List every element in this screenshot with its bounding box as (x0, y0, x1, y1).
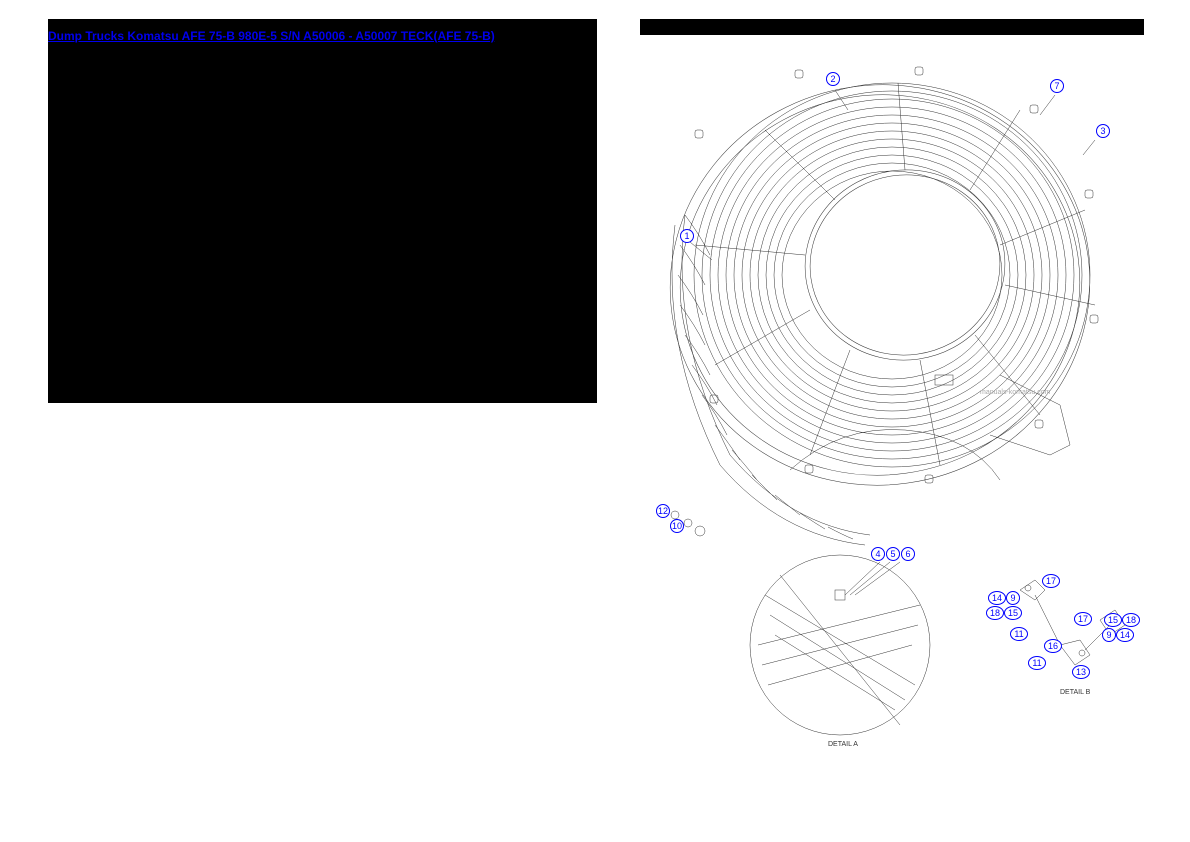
callout-2: 2 (826, 72, 840, 86)
callout-16: 16 (1044, 639, 1062, 653)
panel-header-bar (640, 19, 1144, 35)
diagram-panel: 1 2 7 3 12 10 4 5 6 14 9 18 15 17 11 17 … (640, 19, 1144, 797)
callout-17b: 17 (1074, 612, 1092, 626)
callout-15b: 15 (1104, 613, 1122, 627)
callout-15a: 15 (1004, 606, 1022, 620)
callout-10: 10 (670, 519, 684, 533)
callout-7: 7 (1050, 79, 1064, 93)
breadcrumb-link[interactable]: Dump Trucks Komatsu AFE 75-B 980E-5 S/N … (48, 29, 495, 43)
callout-18b: 18 (1122, 613, 1140, 627)
callout-3: 3 (1096, 124, 1110, 138)
callout-13: 13 (1072, 665, 1090, 679)
callout-14a: 14 (988, 591, 1006, 605)
parts-diagram (640, 35, 1144, 797)
left-panel: Dump Trucks Komatsu AFE 75-B 980E-5 S/N … (48, 19, 597, 403)
callout-14b: 14 (1116, 628, 1134, 642)
callout-9b: 9 (1102, 628, 1116, 642)
detail-b-label: DETAIL B (1060, 689, 1090, 696)
callout-12: 12 (656, 504, 670, 518)
callout-5: 5 (886, 547, 900, 561)
callout-11a: 11 (1010, 627, 1028, 641)
callout-11b: 11 (1028, 656, 1046, 670)
callout-4: 4 (871, 547, 885, 561)
callout-1: 1 (680, 229, 694, 243)
callout-17a: 17 (1042, 574, 1060, 588)
callout-9a: 9 (1006, 591, 1020, 605)
watermark-text: manuals-komatsu.com (980, 389, 1050, 396)
callout-6: 6 (901, 547, 915, 561)
detail-a-label: DETAIL A (828, 741, 858, 748)
callout-18a: 18 (986, 606, 1004, 620)
